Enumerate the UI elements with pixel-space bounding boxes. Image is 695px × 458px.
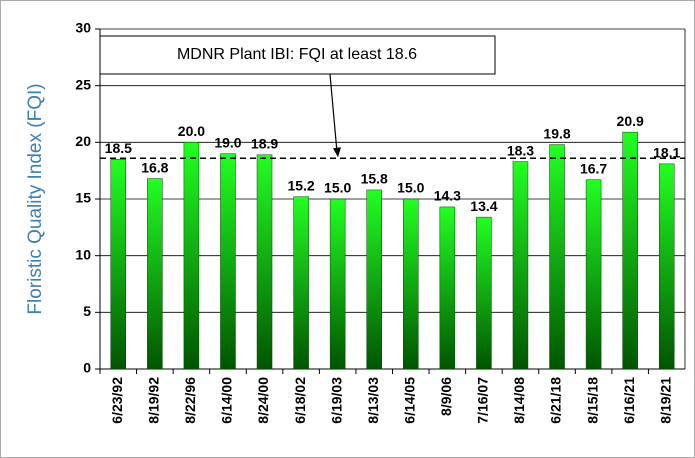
y-tick-label: 20 <box>75 133 91 149</box>
value-label: 18.5 <box>105 140 132 156</box>
value-label: 16.7 <box>580 160 607 176</box>
y-axis-label: Floristic Quality Index (FQI) <box>25 83 46 314</box>
y-tick-label: 30 <box>75 20 91 36</box>
x-tick-label: 8/24/00 <box>255 377 271 424</box>
value-label: 19.0 <box>214 134 241 150</box>
bar <box>476 216 492 370</box>
x-tick-label: 6/14/05 <box>401 377 417 424</box>
value-label: 18.9 <box>251 136 278 152</box>
bar <box>220 153 236 370</box>
value-label: 13.4 <box>470 198 497 214</box>
x-tick-label: 6/19/03 <box>328 377 344 424</box>
bar <box>329 198 346 370</box>
x-tick-label: 8/19/21 <box>657 377 673 424</box>
value-label: 14.3 <box>434 188 461 204</box>
bar <box>110 159 127 370</box>
x-tick-label: 6/23/92 <box>109 377 125 424</box>
bar <box>512 161 529 370</box>
value-label: 19.8 <box>543 125 570 141</box>
bar <box>183 142 200 370</box>
bar <box>256 154 273 370</box>
value-label: 15.8 <box>361 171 388 187</box>
value-label: 20.0 <box>178 123 205 139</box>
arrow-head <box>333 147 341 158</box>
x-tick-label: 8/9/06 <box>438 377 454 416</box>
bar <box>658 163 675 370</box>
value-label: 18.3 <box>507 142 534 158</box>
bar <box>439 206 456 370</box>
value-label: 20.9 <box>617 113 644 129</box>
bar <box>366 189 382 370</box>
x-tick-label: 8/14/08 <box>511 377 527 424</box>
bar <box>622 131 638 370</box>
x-tick-label: 8/19/92 <box>146 377 162 424</box>
bar <box>585 179 602 370</box>
y-tick-label: 15 <box>75 190 91 206</box>
x-tick-label: 8/22/96 <box>182 377 198 424</box>
value-label: 15.0 <box>324 180 351 196</box>
bar <box>549 144 565 370</box>
x-tick-label: 6/18/02 <box>292 377 308 424</box>
value-label: 15.0 <box>397 180 424 196</box>
x-tick-label: 8/15/18 <box>584 377 600 424</box>
arrow <box>329 73 338 153</box>
x-tick-label: 7/16/07 <box>475 377 491 424</box>
bar <box>403 198 419 370</box>
y-tick-label: 0 <box>83 360 91 376</box>
x-tick-label: 6/16/21 <box>621 377 637 424</box>
y-tick-label: 10 <box>75 246 91 262</box>
y-tick-label: 25 <box>75 76 91 92</box>
y-tick-label: 5 <box>83 303 91 319</box>
bar <box>147 178 163 370</box>
annotation-box <box>99 35 496 75</box>
value-label: 15.2 <box>287 177 314 193</box>
x-tick-label: 6/14/00 <box>219 377 235 424</box>
value-label: 16.8 <box>141 159 168 175</box>
x-tick-label: 6/21/18 <box>548 377 564 424</box>
value-label: 18.1 <box>653 145 680 161</box>
bar <box>293 196 309 370</box>
annotation: MDNR Plant IBI: FQI at least 18.6 <box>177 46 417 63</box>
x-tick-label: 8/13/03 <box>365 377 381 424</box>
